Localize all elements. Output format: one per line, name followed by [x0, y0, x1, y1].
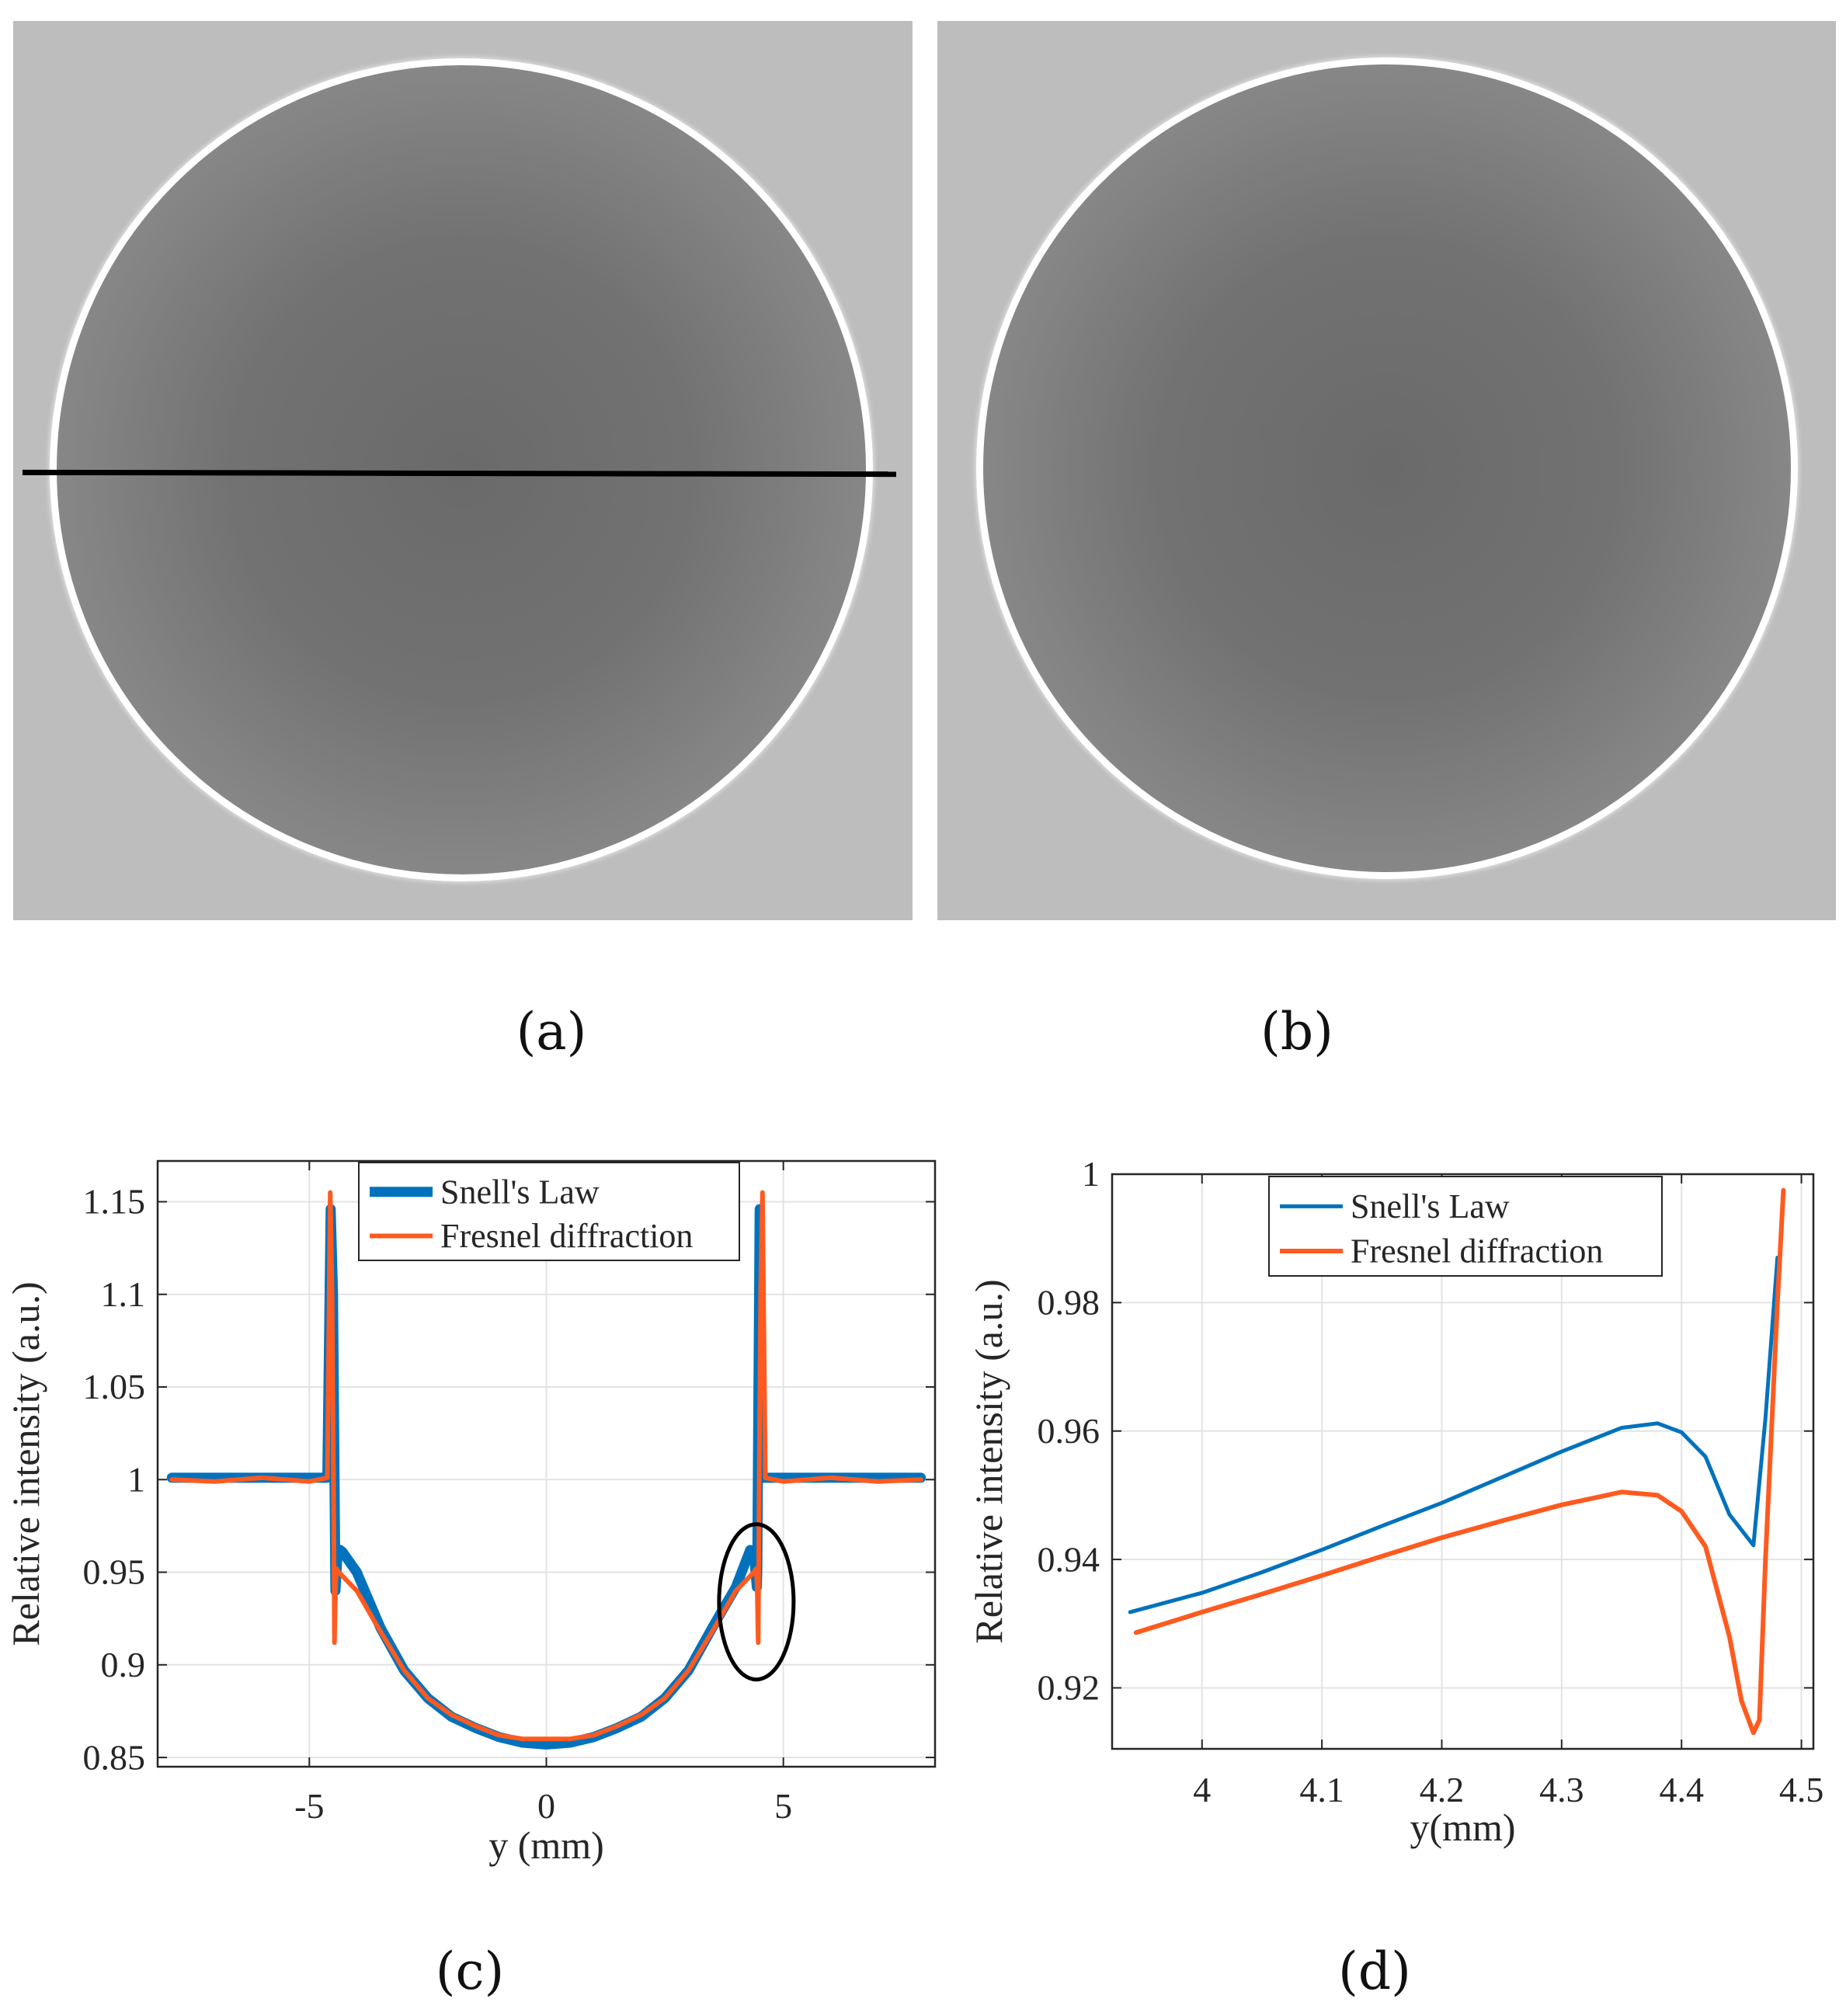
x-tick-label-1: 4.1 — [1299, 1770, 1344, 1809]
y-tick-label-4: 1 — [1082, 1154, 1100, 1194]
y-tick-label-1: 0.94 — [1038, 1539, 1100, 1579]
legend-label-1: Fresnel diffraction — [1351, 1232, 1603, 1270]
legend-label-0: Snell's Law — [1351, 1187, 1510, 1225]
panel-b-image — [937, 21, 1836, 920]
y-tick-label-2: 0.96 — [1038, 1411, 1100, 1451]
y-tick-label-4: 1.05 — [83, 1367, 146, 1406]
panel-a-image — [13, 21, 913, 920]
y-tick-label-0: 0.85 — [83, 1737, 146, 1777]
y-axis-label: Relative intensity (a.u.) — [967, 1279, 1010, 1643]
y-axis-label: Relative intensity (a.u.) — [4, 1281, 47, 1646]
axes-box — [1111, 1173, 1815, 1750]
series-line-1 — [1133, 1187, 1786, 1736]
x-tick-label-1: 0 — [537, 1786, 555, 1826]
chart-d: 4 4.1 4.2 4.3 4.4 4.5 0.92 0.94 0.96 0.98 1 y(mm) Re… — [967, 1154, 1824, 1849]
x-axis-label: y(mm) — [1410, 1806, 1515, 1849]
series-line-0 — [1128, 1256, 1780, 1615]
x-tick-label-2: 4.2 — [1420, 1770, 1465, 1809]
x-tick-label-4: 4.4 — [1659, 1770, 1704, 1809]
y-tick-label-3: 1 — [127, 1459, 145, 1499]
x-axis-label: y (mm) — [488, 1823, 604, 1867]
y-tick-label-3: 0.98 — [1038, 1283, 1100, 1323]
legend-box — [358, 1162, 740, 1261]
series-line-1 — [169, 1190, 923, 1742]
caption-d: (d) — [1338, 1941, 1411, 2001]
legend-label-0: Snell's Law — [440, 1173, 600, 1211]
caption-c: (c) — [435, 1941, 505, 2001]
legend-label-1: Fresnel diffraction — [440, 1217, 693, 1255]
legend-box — [1268, 1176, 1663, 1277]
y-tick-label-0: 0.92 — [1038, 1668, 1100, 1708]
chart-c: -5 0 5 0.85 0.9 0.95 1 1.05 1.1 1.15 y (mm) Relativ… — [4, 1159, 937, 1867]
y-tick-label-1: 0.9 — [101, 1645, 146, 1684]
x-tick-label-2: 5 — [774, 1786, 792, 1826]
caption-a: (a) — [516, 1002, 587, 1062]
sphere-disk-b — [976, 57, 1798, 879]
x-tick-label-3: 4.3 — [1539, 1770, 1584, 1809]
x-tick-label-0: -5 — [294, 1786, 324, 1826]
caption-b: (b) — [1260, 1002, 1333, 1062]
y-tick-label-2: 0.95 — [83, 1552, 146, 1592]
x-tick-label-5: 4.5 — [1779, 1770, 1824, 1809]
y-tick-label-5: 1.1 — [101, 1274, 146, 1314]
highlight-ellipse — [717, 1522, 796, 1682]
x-tick-label-0: 4 — [1193, 1770, 1211, 1809]
y-tick-label-6: 1.15 — [83, 1182, 146, 1222]
